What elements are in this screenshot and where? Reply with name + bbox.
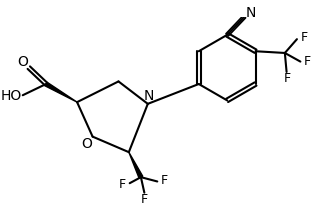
Text: F: F: [119, 179, 126, 192]
Text: N: N: [143, 89, 154, 103]
Text: F: F: [161, 174, 168, 187]
Text: F: F: [141, 193, 148, 206]
Text: O: O: [81, 136, 92, 151]
Text: F: F: [300, 31, 307, 44]
Polygon shape: [45, 82, 77, 102]
Text: HO: HO: [1, 89, 22, 103]
Text: N: N: [246, 6, 257, 20]
Text: F: F: [304, 55, 311, 68]
Text: F: F: [284, 72, 291, 85]
Polygon shape: [129, 152, 143, 178]
Text: O: O: [17, 56, 28, 69]
